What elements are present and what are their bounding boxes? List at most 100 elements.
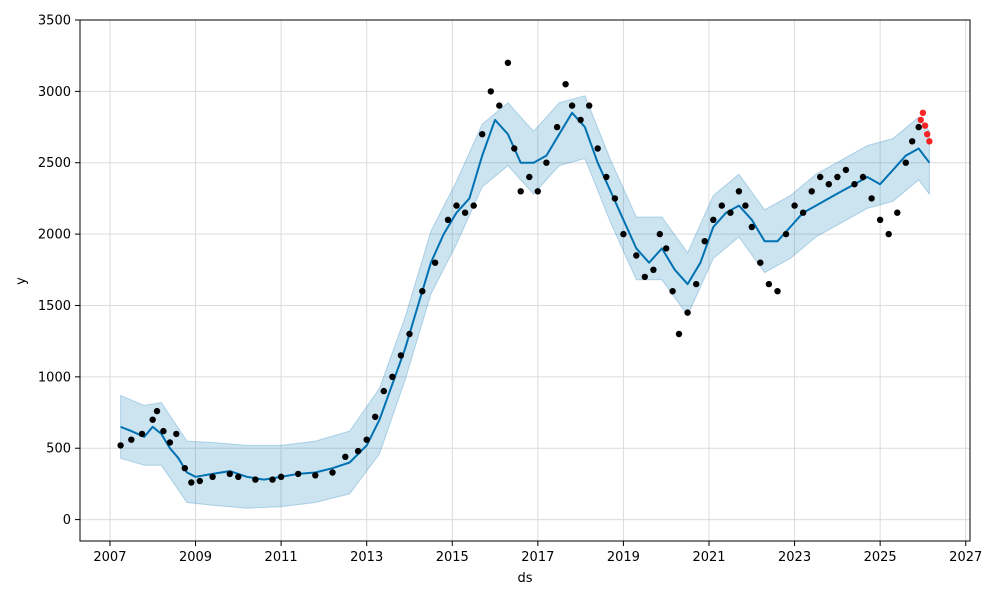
observed-point: [235, 473, 242, 480]
observed-point: [295, 470, 302, 478]
observed-point: [562, 81, 569, 88]
observed-point: [868, 195, 875, 202]
observed-point: [669, 288, 676, 295]
observed-point: [765, 280, 773, 288]
observed-point: [461, 209, 469, 216]
observed-point: [675, 330, 683, 338]
observed-point: [117, 442, 124, 449]
x-axis-title: ds: [517, 571, 532, 586]
observed-point: [603, 173, 610, 181]
observed-point: [611, 195, 619, 202]
observed-point: [153, 407, 161, 415]
observed-point: [650, 266, 657, 273]
forecast-point: [926, 138, 933, 145]
y-axis-title: y: [14, 277, 29, 285]
observed-point: [641, 273, 648, 281]
observed-point: [453, 202, 460, 209]
x-tick-label: 2019: [607, 550, 640, 565]
observed-point: [633, 252, 640, 259]
observed-point: [718, 202, 725, 209]
observed-point: [389, 373, 396, 380]
observed-point: [620, 230, 627, 238]
uncertainty-band: [120, 95, 930, 509]
observed-point: [209, 473, 216, 480]
observed-point: [419, 288, 426, 295]
observed-point: [138, 430, 146, 438]
observed-points-layer: [117, 59, 922, 486]
observed-point: [663, 245, 670, 252]
observed-point: [735, 188, 743, 195]
observed-point: [496, 102, 503, 109]
observed-point: [791, 202, 798, 209]
observed-point: [727, 209, 734, 216]
observed-point: [799, 209, 807, 216]
observed-point: [173, 430, 180, 438]
observed-point: [885, 230, 892, 238]
observed-point: [577, 116, 584, 124]
uncertainty-band-layer: [120, 95, 930, 509]
observed-point: [568, 102, 576, 109]
observed-point: [534, 188, 541, 195]
observed-point: [693, 280, 700, 288]
observed-point: [825, 181, 832, 188]
observed-point: [656, 230, 663, 238]
observed-point: [902, 159, 909, 166]
observed-point: [196, 477, 203, 485]
observed-point: [876, 216, 884, 223]
x-tick-label: 2009: [179, 550, 212, 565]
trend-line: [120, 111, 931, 481]
forecast-points-layer: [917, 109, 933, 145]
x-tick-label: 2007: [93, 550, 126, 565]
y-tick-label: 2500: [38, 156, 71, 171]
observed-point: [517, 188, 524, 195]
x-tick-label: 2023: [778, 550, 811, 565]
observed-point: [511, 145, 518, 152]
observed-point: [710, 216, 717, 223]
y-tick-label: 0: [63, 513, 71, 528]
observed-point: [757, 259, 764, 266]
forecast-point: [919, 109, 927, 117]
observed-point: [397, 352, 405, 359]
y-axis: 0 500 1000 1500 2000 2500 3000 3500: [38, 14, 80, 528]
observed-point: [342, 453, 349, 460]
observed-point: [160, 427, 167, 435]
observed-point: [487, 88, 494, 95]
observed-point: [166, 439, 174, 446]
x-tick-label: 2017: [521, 550, 554, 565]
observed-point: [226, 470, 233, 478]
observed-point: [543, 159, 550, 166]
observed-point: [431, 259, 439, 266]
observed-point: [553, 123, 561, 131]
observed-point: [444, 216, 452, 223]
observed-point: [181, 465, 188, 472]
y-tick-label: 1000: [38, 370, 71, 385]
observed-point: [188, 479, 195, 486]
observed-point: [742, 202, 749, 209]
observed-point: [277, 473, 285, 480]
observed-point: [586, 102, 593, 109]
x-tick-label: 2025: [864, 550, 897, 565]
observed-point: [406, 330, 413, 338]
observed-point: [594, 145, 601, 152]
observed-point: [526, 173, 533, 181]
observed-point: [363, 436, 370, 443]
observed-point: [380, 387, 387, 395]
observed-point: [372, 413, 379, 420]
observed-point: [479, 131, 486, 138]
plot-frame: [79, 19, 971, 542]
x-tick-label: 2015: [436, 550, 469, 565]
observed-point: [329, 469, 336, 476]
observed-point: [504, 59, 512, 66]
x-tick-label: 2021: [692, 550, 725, 565]
forecast-point: [917, 116, 924, 124]
x-tick-label: 2027: [949, 550, 982, 565]
y-tick-label: 3500: [38, 14, 71, 29]
observed-point: [149, 416, 156, 423]
observed-point: [774, 288, 781, 295]
observed-point: [834, 173, 841, 181]
observed-point: [909, 138, 916, 145]
x-tick-label: 2013: [350, 550, 383, 565]
observed-point: [252, 476, 259, 483]
forecast-point: [921, 122, 929, 129]
